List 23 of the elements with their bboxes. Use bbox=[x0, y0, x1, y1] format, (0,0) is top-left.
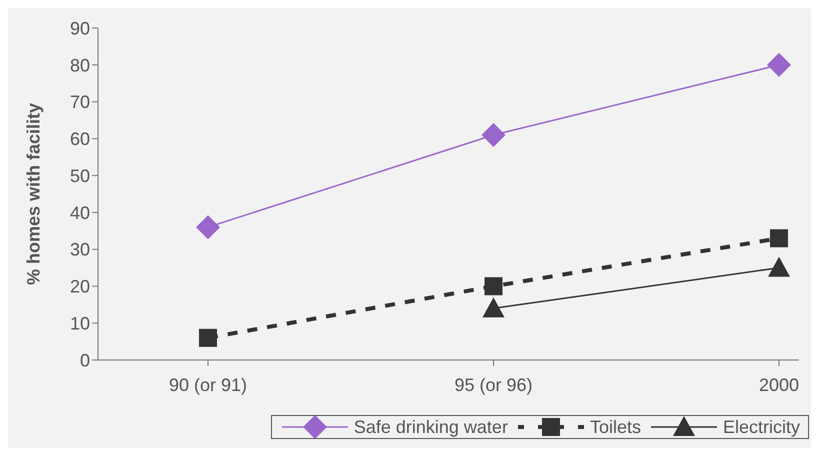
y-tick-label: 70 bbox=[70, 92, 90, 112]
x-tick-label: 90 (or 91) bbox=[168, 374, 248, 395]
legend-label: Safe drinking water bbox=[354, 416, 508, 438]
legend-label: Toilets bbox=[590, 416, 641, 438]
y-tick-label: 0 bbox=[80, 350, 90, 370]
y-axis-title: % homes with facility bbox=[23, 102, 44, 286]
point bbox=[767, 52, 791, 77]
y-tick-label: 20 bbox=[70, 276, 90, 297]
legend-label: Electricity bbox=[722, 416, 800, 438]
point bbox=[199, 328, 217, 347]
y-tick-label: 40 bbox=[70, 202, 90, 223]
point bbox=[484, 277, 502, 296]
point bbox=[482, 122, 506, 147]
x-tick-label: 2000 bbox=[758, 374, 800, 395]
y-tick-label: 50 bbox=[70, 166, 90, 186]
y-tick-label: 10 bbox=[70, 314, 90, 334]
y-tick-label: 90 bbox=[70, 18, 90, 38]
point bbox=[196, 215, 220, 240]
point bbox=[770, 229, 788, 248]
y-tick-label: 60 bbox=[70, 129, 90, 150]
y-tick-label: 80 bbox=[70, 55, 90, 76]
x-tick-label: 95 (or 96) bbox=[454, 374, 533, 395]
y-tick-label: 30 bbox=[70, 240, 90, 260]
